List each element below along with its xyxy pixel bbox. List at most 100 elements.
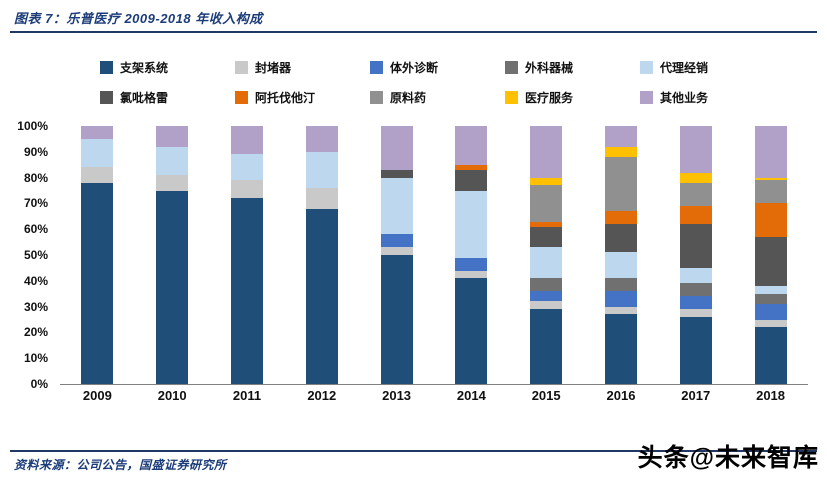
bar-2015 [530,126,563,384]
bars-container [60,126,808,385]
x-axis: 2009 2010 2011 2012 2013 2014 2015 2016 2017 2018 [60,388,808,403]
bar-segment [604,306,637,315]
legend-swatch [640,60,653,74]
x-tick-label: 2013 [382,388,412,403]
bar-2011 [230,126,263,384]
legend-label: 封堵器 [255,60,292,75]
bar-segment [380,169,413,178]
legend-label: 支架系统 [120,60,169,75]
bar-segment [455,257,488,271]
x-tick-label: 2010 [157,388,187,403]
bar-segment [604,224,637,253]
bar-segment [754,319,787,328]
legend-label: 代理经销 [660,60,709,75]
bar-segment [530,291,563,302]
legend-swatch [100,90,113,104]
bar-segment [530,185,563,222]
bar-segment [230,198,263,384]
bar-segment [530,126,563,178]
bar-segment [604,278,637,292]
legend-label: 医疗服务 [525,90,574,105]
bar-segment [679,309,712,317]
legend-swatch [640,90,653,104]
legend-label: 原料药 [390,90,427,105]
source-note: 资料来源：公司公告，国盛证券研究所 [14,458,227,472]
bar-segment [81,138,114,168]
x-tick-label: 2014 [456,388,486,403]
bar-segment [305,151,338,188]
bar-segment [156,126,189,147]
bar-segment [530,301,563,310]
legend-label: 氯吡格雷 [120,90,169,105]
bar-segment [679,206,712,225]
bar-segment [604,211,637,225]
bar-segment [530,309,563,384]
bar-segment [530,247,563,279]
legend-item-4: 代理经销 [640,52,775,82]
bar-segment [679,172,712,183]
legend-item-0: 支架系统 [100,52,235,82]
bar-segment [530,226,563,248]
bar-segment [380,255,413,384]
legend-swatch [370,60,383,74]
legend-item-3: 外科器械 [505,52,640,82]
bar-segment [604,146,637,158]
bar-segment [305,187,338,209]
bar-segment [380,126,413,170]
x-tick-label: 2015 [531,388,561,403]
bar-segment [230,180,263,199]
bar-segment [604,314,637,384]
bar-segment [754,177,787,181]
bar-segment [754,286,787,294]
bar-segment [754,304,787,320]
y-tick-label: 40% [23,273,48,288]
legend-item-2: 体外诊断 [370,52,505,82]
bar-segment [754,180,787,204]
bar-segment [156,175,189,191]
bar-segment [305,208,338,384]
bar-segment [604,252,637,279]
bar-segment [455,126,488,165]
bar-segment [81,182,114,384]
bar-segment [380,177,413,235]
legend-swatch [505,60,518,74]
bar-segment [530,278,563,292]
bar-2016 [604,126,637,384]
bar-segment [754,236,787,286]
bar-segment [679,182,712,207]
legend-swatch [235,90,248,104]
bar-segment [455,270,488,279]
bar-2017 [679,126,712,384]
bar-segment [455,190,488,258]
x-tick-label: 2012 [307,388,337,403]
plot-area: 100% 90% 80% 70% 60% 50% 40% 30% 20% 10% 0% 2009 20… [0,119,827,418]
legend-label: 阿托伐他汀 [255,90,316,105]
bar-segment [604,126,637,147]
bar-segment [380,234,413,248]
bar-segment [754,293,787,305]
bar-segment [156,146,189,176]
legend-item-1: 封堵器 [235,52,370,82]
bar-segment [230,154,263,181]
y-tick-label: 60% [23,222,48,237]
bar-segment [530,177,563,186]
legend-label: 其他业务 [660,90,709,105]
bar-segment [380,247,413,255]
legend-swatch [505,90,518,104]
bar-segment [679,296,712,310]
y-tick-label: 50% [23,248,48,262]
y-tick-label: 70% [23,196,48,211]
y-tick-label: 30% [23,299,48,314]
legend-item-7: 原料药 [370,82,505,112]
bar-segment [81,126,114,139]
legend-swatch [100,60,113,74]
legend-label: 体外诊断 [390,60,439,75]
header-divider-line [10,31,817,33]
watermark-text: 头条@未来智库 [637,444,819,472]
bar-2010 [156,126,189,384]
x-tick-label: 2018 [756,388,786,403]
footer-divider-line [10,450,817,452]
legend-item-6: 阿托伐他汀 [235,82,370,112]
legend-item-9: 其他业务 [640,82,775,112]
legend-label: 外科器械 [525,60,574,75]
